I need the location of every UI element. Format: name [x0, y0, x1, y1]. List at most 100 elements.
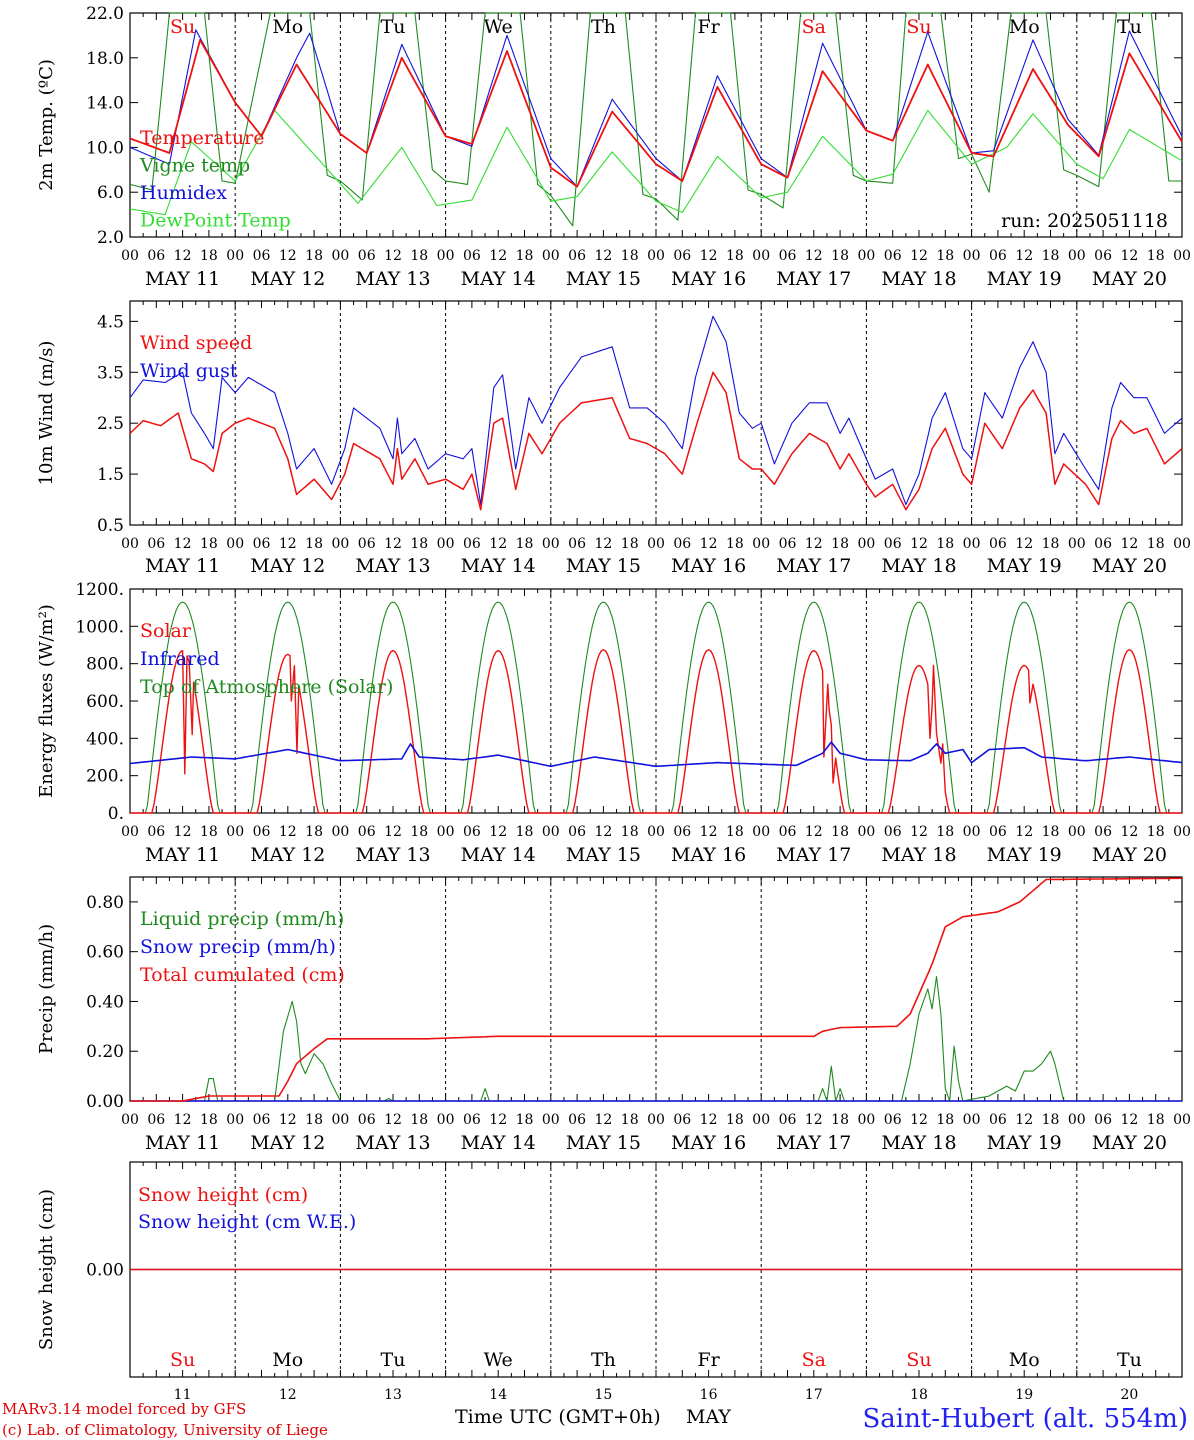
- hour-label: 12: [700, 1112, 718, 1128]
- precipitation-panel: 0.00 0.20 0.40 0.60 0.80 Precip (mm/h) Liquid …: [36, 876, 1191, 1154]
- hour-label: 00: [857, 1112, 875, 1128]
- date-label: MAY 16: [671, 844, 746, 866]
- hour-label: 00: [963, 248, 981, 264]
- hour-label: 00: [437, 536, 455, 552]
- credit-line-1: MARv3.14 model forced by GFS: [2, 1400, 246, 1418]
- date-label: MAY 19: [987, 844, 1062, 866]
- hour-label: 18: [726, 536, 744, 552]
- day-number: 15: [594, 1387, 612, 1403]
- hour-label: 00: [1068, 824, 1086, 840]
- date-label: MAY 11: [145, 268, 220, 290]
- hour-label: 12: [1015, 1112, 1033, 1128]
- day-number: 16: [700, 1387, 718, 1403]
- hour-label: 18: [516, 248, 534, 264]
- hour-label: 06: [253, 536, 271, 552]
- hour-label: 18: [410, 1112, 428, 1128]
- hour-label: 00: [1068, 536, 1086, 552]
- hour-label: 18: [1147, 1112, 1165, 1128]
- date-label: MAY 20: [1092, 1132, 1167, 1154]
- date-label: MAY 18: [881, 555, 956, 577]
- hour-label: 00: [963, 536, 981, 552]
- date-label: MAY 16: [671, 268, 746, 290]
- hour-label: 12: [1015, 248, 1033, 264]
- legend-entry: Wind speed: [140, 332, 252, 354]
- y-tick-label: 0.60: [86, 943, 124, 963]
- hour-label: 18: [1042, 248, 1060, 264]
- y-tick-label: 0.80: [86, 893, 124, 913]
- hour-label: 18: [410, 248, 428, 264]
- hour-label: 12: [805, 536, 823, 552]
- date-label: MAY 17: [776, 555, 851, 577]
- hour-label: 06: [1094, 824, 1112, 840]
- hour-label: 00: [121, 248, 139, 264]
- hour-label: 18: [831, 536, 849, 552]
- hour-label: 12: [805, 248, 823, 264]
- weekday-label: We: [484, 16, 513, 38]
- date-label: MAY 13: [355, 555, 430, 577]
- hour-label: 00: [226, 1112, 244, 1128]
- hour-label: 18: [516, 824, 534, 840]
- weekday-label: We: [484, 1349, 513, 1371]
- day-number: 14: [489, 1387, 507, 1403]
- month-label: MAY: [686, 1406, 731, 1428]
- date-label: MAY 18: [881, 268, 956, 290]
- hour-label: 06: [1094, 536, 1112, 552]
- hour-label: 06: [358, 248, 376, 264]
- hour-label: 06: [673, 248, 691, 264]
- hour-label: 12: [279, 248, 297, 264]
- y-tick-label: 400.: [86, 729, 124, 749]
- station-name: Saint-Hubert (alt. 554m): [862, 1404, 1188, 1434]
- hour-label: 00: [542, 824, 560, 840]
- hour-label: 06: [779, 248, 797, 264]
- y-tick-label: 200.: [86, 767, 124, 787]
- weekday-label: Mo: [1009, 16, 1040, 38]
- weekday-label: Tu: [381, 1349, 406, 1371]
- day-number: 11: [174, 1387, 192, 1403]
- hour-label: 18: [200, 824, 218, 840]
- hour-label: 06: [673, 536, 691, 552]
- hour-label: 18: [936, 536, 954, 552]
- total-cumulated-line: [130, 877, 1183, 1102]
- hour-label: 06: [253, 248, 271, 264]
- wind-panel: 0.5 1.5 2.5 3.5 4.5 10m Wind (m/s) Wind speed W…: [36, 300, 1191, 577]
- y-tick-label: 0.5: [97, 516, 124, 536]
- y-tick-label: 22.0: [86, 4, 124, 24]
- hour-label: 00: [647, 824, 665, 840]
- y-tick-label: 600.: [86, 692, 124, 712]
- hour-label: 18: [726, 1112, 744, 1128]
- hour-label: 00: [963, 1112, 981, 1128]
- y-tick-label: 6.0: [97, 183, 124, 203]
- date-label: MAY 15: [566, 844, 641, 866]
- hour-label: 12: [489, 248, 507, 264]
- legend-entry: Temperature: [140, 127, 264, 149]
- legend-entry: Snow height (cm): [138, 1184, 308, 1206]
- hour-label: 12: [384, 536, 402, 552]
- hour-label: 12: [910, 248, 928, 264]
- date-label: MAY 12: [250, 555, 325, 577]
- hour-label: 06: [989, 536, 1007, 552]
- hour-label: 06: [568, 824, 586, 840]
- weekday-label: Mo: [272, 16, 303, 38]
- weekday-label: Su: [906, 16, 931, 38]
- hour-label: 12: [384, 1112, 402, 1128]
- hour-label: 06: [673, 824, 691, 840]
- hour-label: 18: [305, 1112, 323, 1128]
- hour-label: 18: [1147, 248, 1165, 264]
- hour-label: 06: [884, 248, 902, 264]
- hour-label: 12: [384, 248, 402, 264]
- hour-label: 06: [989, 1112, 1007, 1128]
- hour-label: 06: [779, 536, 797, 552]
- legend-entry: Wind gust: [140, 360, 238, 382]
- hour-label: 06: [884, 536, 902, 552]
- hour-label: 00: [226, 248, 244, 264]
- hour-label: 06: [989, 248, 1007, 264]
- date-label: MAY 17: [776, 1132, 851, 1154]
- hour-label: 06: [568, 248, 586, 264]
- date-label: MAY 19: [987, 268, 1062, 290]
- hour-label: 00: [1173, 824, 1191, 840]
- hour-label: 18: [621, 536, 639, 552]
- hour-label: 12: [594, 536, 612, 552]
- dewpoint-line: [129, 109, 1183, 216]
- hour-label: 06: [568, 536, 586, 552]
